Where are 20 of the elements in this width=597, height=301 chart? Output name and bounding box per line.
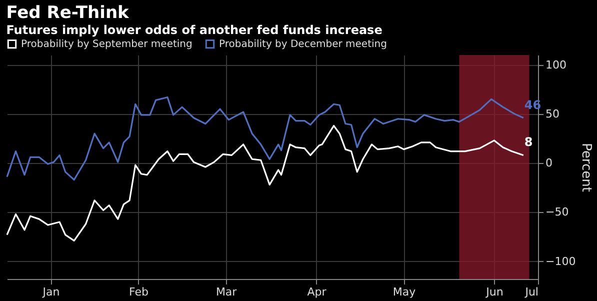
x-tick-label: Jun (485, 286, 504, 298)
legend-label: Probability by December meeting (219, 39, 387, 50)
x-tick-label: May (392, 286, 416, 298)
y-tick-label: 50 (546, 107, 560, 120)
y-axis-title: Percent (578, 143, 594, 192)
line-series (6, 124, 524, 242)
y-tick-label: 0 (546, 156, 552, 170)
line-series (6, 96, 524, 181)
y-tick-label: 100 (546, 58, 566, 72)
y-tick-label: −100 (546, 254, 576, 268)
chart-subtitle: Futures imply lower odds of another fed funds increase (6, 23, 382, 37)
y-tick-label: −50 (546, 206, 569, 219)
x-tick-label: Jan (42, 286, 60, 298)
x-tick-label: Apr (307, 286, 327, 298)
legend-label: Probability by September meeting (21, 39, 192, 50)
chart-title: Fed Re-Think (6, 3, 130, 23)
x-tick-label: Feb (129, 286, 149, 298)
data-label: 8 (524, 135, 533, 150)
x-tick-label: Mar (216, 286, 238, 298)
x-tick-label: Jul (524, 286, 538, 298)
